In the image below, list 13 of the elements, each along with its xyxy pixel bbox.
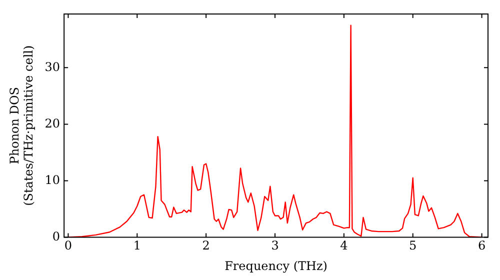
- x-tick-label: 2: [202, 238, 210, 253]
- y-axis-title: Phonon DOS (States/THz·primitive cell): [7, 45, 36, 206]
- x-tick-label: 0: [64, 238, 72, 253]
- x-axis-title: Frequency (THz): [224, 258, 328, 273]
- x-tick-label: 6: [478, 238, 486, 253]
- y-tick-label: 0: [52, 229, 60, 244]
- x-tick-label: 3: [271, 238, 279, 253]
- y-tick-label: 30: [44, 60, 60, 74]
- y-tick-label: 10: [44, 172, 60, 187]
- x-tick-label: 5: [409, 238, 417, 253]
- x-tick-label: 4: [340, 238, 348, 253]
- y-tick-label: 20: [44, 116, 60, 130]
- x-tick-label: 1: [133, 238, 141, 253]
